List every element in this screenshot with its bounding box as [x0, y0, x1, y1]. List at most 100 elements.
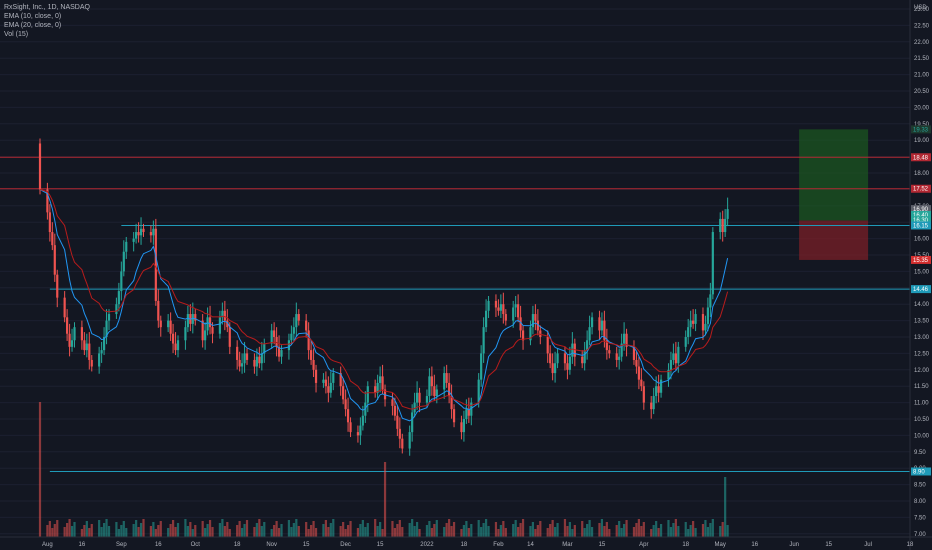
volume-bar: [452, 522, 456, 537]
candle: [374, 379, 377, 398]
time-tick-label: Aug: [42, 542, 53, 548]
candle: [253, 353, 256, 374]
candle-body: [154, 228, 157, 301]
candle: [494, 294, 498, 317]
candle-body: [243, 353, 246, 364]
price-tag-bg: [911, 125, 931, 134]
candle: [88, 332, 91, 370]
candle: [115, 297, 118, 319]
candle-body: [581, 356, 584, 364]
volume-bar: [677, 526, 680, 537]
volume-bar: [238, 521, 241, 537]
volume-bar: [573, 525, 576, 537]
candle: [672, 343, 675, 365]
candle-body: [85, 343, 88, 351]
candle-body: [435, 389, 438, 397]
candle-body: [208, 317, 212, 328]
candle-body: [450, 396, 453, 410]
candle: [413, 392, 416, 418]
candle-body: [379, 376, 382, 383]
candle-body: [462, 419, 466, 433]
candle: [652, 387, 655, 415]
volume-bar: [226, 522, 229, 537]
candle-body: [314, 369, 318, 383]
candle-body: [137, 232, 140, 236]
volume-bar: [494, 522, 498, 537]
ema10-legend[interactable]: EMA (10, close, 0): [4, 13, 62, 20]
candle-body: [297, 314, 300, 321]
candle: [208, 305, 212, 335]
candle: [56, 269, 59, 308]
volume-bar: [66, 523, 69, 537]
candle-body: [608, 350, 611, 354]
symbol-title[interactable]: RxSight, Inc., 1D, NASDAQ: [4, 4, 90, 11]
volume-bar: [307, 529, 310, 537]
candle: [549, 345, 552, 369]
candle-body: [618, 356, 621, 360]
volume-bar: [70, 526, 74, 537]
volume-bar: [445, 523, 448, 537]
candle-body: [66, 317, 69, 334]
price-tag: 16.40: [911, 210, 931, 219]
time-tick-label: 18: [682, 542, 689, 548]
volume-bar: [709, 523, 712, 537]
candle-body: [38, 143, 42, 190]
candle-body: [531, 314, 535, 328]
candle-body: [186, 314, 189, 328]
candle-body: [477, 379, 480, 403]
candle-body: [342, 386, 345, 400]
candle: [98, 346, 101, 374]
candle-body: [312, 359, 315, 370]
candle: [139, 217, 143, 245]
candle-body: [88, 343, 91, 360]
volume-bar: [549, 524, 552, 537]
candle-body: [332, 373, 335, 383]
candle: [176, 335, 180, 358]
volume-bar: [48, 521, 51, 537]
candle-body: [623, 333, 626, 344]
candle: [120, 261, 123, 301]
candle-body: [719, 218, 722, 233]
ema20-legend[interactable]: EMA (20, close, 0): [4, 22, 62, 29]
volume-bar: [287, 520, 291, 537]
volume-bar: [413, 526, 416, 537]
time-tick-label: 15: [303, 542, 310, 548]
candle: [243, 341, 246, 373]
volume-bar: [430, 528, 433, 537]
volume-bar: [487, 526, 490, 537]
volume-bar: [531, 522, 535, 537]
time-tick-label: Dec: [340, 542, 351, 548]
volume-bar: [314, 528, 318, 537]
volume-bar: [359, 524, 362, 537]
candle: [689, 310, 692, 337]
volume-bar: [194, 525, 197, 537]
price-tag-bg: [911, 285, 931, 294]
volume-bar: [615, 525, 618, 537]
candle: [70, 328, 74, 352]
candle: [615, 346, 618, 368]
time-tick-label: 15: [825, 542, 832, 548]
price-tick-label: 23.00: [914, 7, 930, 13]
volume-legend[interactable]: Vol (15): [4, 31, 29, 38]
candle: [484, 299, 488, 333]
candle: [625, 328, 628, 357]
volume-bar: [603, 526, 606, 537]
candle-body: [307, 330, 310, 351]
candle: [169, 312, 172, 341]
candle-body: [657, 386, 660, 393]
candle-body: [460, 422, 463, 433]
candle: [51, 222, 54, 251]
candle-body: [83, 340, 86, 351]
volume-bar: [297, 526, 300, 537]
candle: [122, 240, 125, 277]
candle: [418, 387, 421, 413]
volume-bar: [270, 529, 273, 537]
candle-body: [709, 294, 712, 308]
volume-bar: [90, 524, 93, 537]
candle-body: [51, 232, 54, 246]
candle-body: [470, 402, 473, 416]
candle: [706, 297, 710, 332]
candle-body: [706, 307, 710, 324]
volume-bar: [669, 527, 673, 537]
